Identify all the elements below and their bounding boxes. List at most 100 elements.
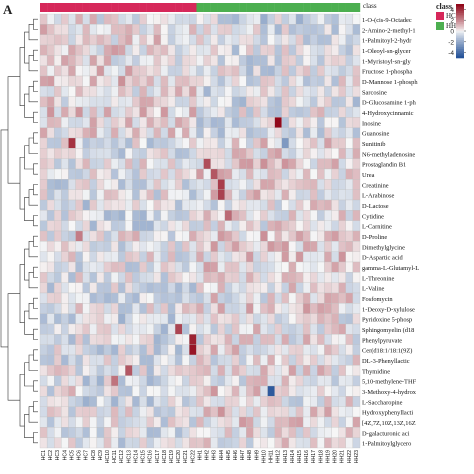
heatmap-cell [75,148,83,159]
heatmap-cell [46,354,55,366]
heatmap-cell [231,13,240,25]
heatmap-cell [46,127,55,139]
col-label: HC2 [48,450,54,460]
heatmap-cell [217,137,226,149]
heatmap-cell [160,65,169,77]
col-label: HH6 [233,450,239,460]
heatmap-cell [238,127,247,139]
heatmap-cell [217,189,226,201]
heatmap-cell [132,365,140,376]
class-annotation-cell [160,3,169,12]
heatmap-cell [231,416,240,428]
heatmap-cell [182,282,190,294]
heatmap-cell [54,96,62,108]
heatmap-cell [310,344,318,356]
heatmap-cell [153,406,162,418]
heatmap-cell [61,261,69,273]
heatmap-cell [310,106,318,118]
heatmap-cell [82,261,90,273]
heatmap-cell [288,179,297,190]
heatmap-cell [82,86,90,97]
heatmap-cell [260,137,268,149]
heatmap-cell [210,158,218,170]
heatmap-cell [68,385,76,397]
heatmap-cell [103,168,112,180]
legend-label-hc: HC [446,11,456,20]
heatmap-cell [345,179,354,190]
heatmap-cell [288,396,297,407]
row-label: [4Z,7Z,10Z,13Z,16Z [362,420,416,427]
heatmap-cell [281,75,290,87]
heatmap-cell [295,437,304,449]
heatmap-cell [182,292,190,304]
heatmap-cell [139,158,147,170]
heatmap-cell [281,416,290,428]
heatmap-cell [182,220,190,232]
heatmap-cell [167,189,176,201]
heatmap-cell [324,406,332,418]
heatmap-cell [39,354,48,366]
heatmap-cell [153,13,162,25]
heatmap-cell [118,210,126,221]
heatmap-cell [231,272,240,283]
heatmap-cell [352,158,361,170]
heatmap-cell [317,220,325,232]
class-annotation-cell [217,3,226,12]
heatmap-cell [203,396,211,407]
heatmap-cell [103,261,112,273]
heatmap-cell [61,251,69,263]
heatmap-cell [160,179,169,190]
heatmap-cell [196,313,204,325]
heatmap-cell [267,137,275,149]
heatmap-cell [167,344,176,356]
heatmap-cell [281,272,290,283]
heatmap-cell [203,210,211,221]
heatmap-cell [295,34,304,46]
heatmap-cell [338,251,346,263]
heatmap-cell [125,210,133,221]
annotation-row-title: class [363,2,377,10]
heatmap-cell [54,282,62,294]
heatmap-cell [260,406,268,418]
heatmap-cell [75,261,83,273]
heatmap-cell [167,385,176,397]
heatmap-cell [125,313,133,325]
heatmap-cell [210,127,218,139]
heatmap-cell [174,437,183,449]
colorbar-segment [456,32,464,35]
heatmap-cell [182,406,190,418]
heatmap-cell [253,427,261,438]
heatmap-cell [39,158,48,170]
row-label: D-galacturonic aci [362,430,410,437]
heatmap-cell [267,354,275,366]
heatmap-cell [317,13,325,25]
heatmap-cell [217,117,226,128]
heatmap-cell [146,334,154,345]
heatmap-cell [46,179,55,190]
heatmap-cell [288,334,297,345]
heatmap-cell [46,24,55,35]
heatmap-cell [203,241,211,252]
heatmap-cell [246,75,254,87]
heatmap-cell [174,375,183,387]
heatmap-cell [160,334,169,345]
heatmap-cell [231,199,240,211]
heatmap-cell [352,365,361,376]
heatmap-cell [118,24,126,35]
heatmap-cell [345,282,354,294]
heatmap-cell [238,117,247,128]
class-annotation-cell [338,3,346,12]
heatmap-cell [274,148,282,159]
heatmap-cell [295,210,304,221]
heatmap-cell [203,168,211,180]
heatmap-cell [281,323,290,335]
heatmap-cell [210,416,218,428]
heatmap-cell [125,251,133,263]
heatmap-cell [302,75,311,87]
heatmap-cell [317,158,325,170]
heatmap-cell [118,334,126,345]
heatmap-cell [68,375,76,387]
heatmap-cell [281,210,290,221]
heatmap-cell [160,437,169,449]
heatmap-cell [103,199,112,211]
